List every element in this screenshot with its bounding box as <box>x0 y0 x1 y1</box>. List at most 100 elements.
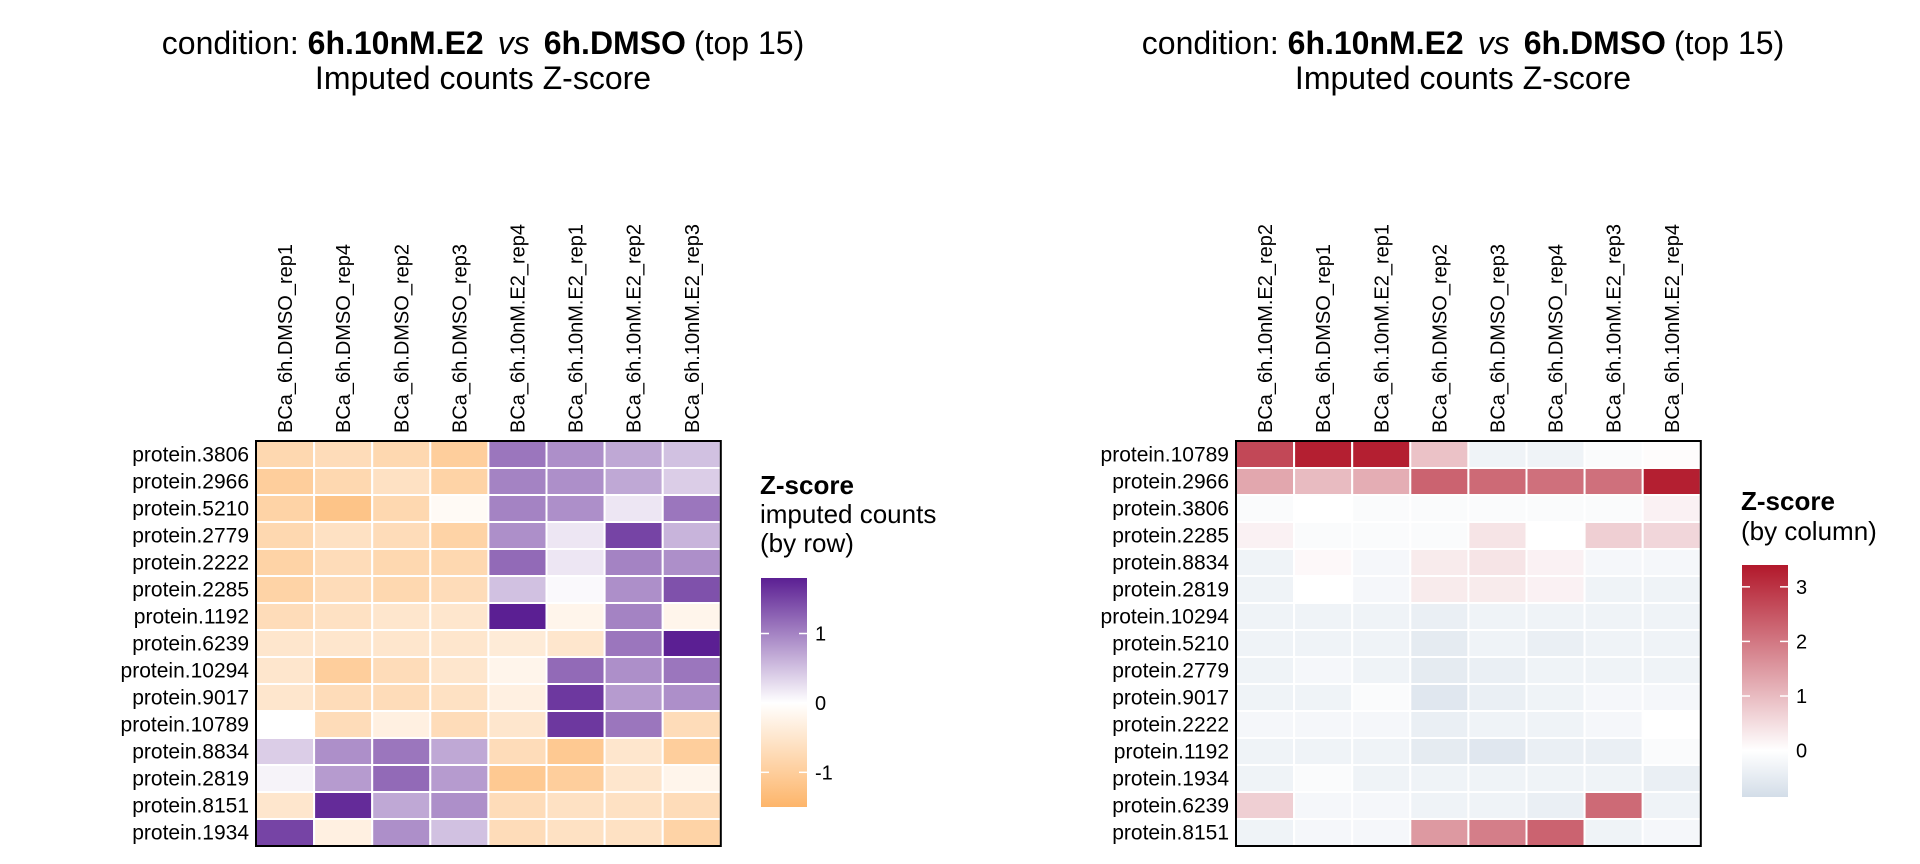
heatmap-cell <box>1583 818 1644 847</box>
column-labels: BCa_6h.10nM.E2_rep2 BCa_6h.DMSO_rep1 BCa_6… <box>1255 224 1684 433</box>
heatmap-cell <box>1293 683 1354 712</box>
heatmap-cell <box>545 467 606 496</box>
heatmap-cell <box>429 656 490 685</box>
heatmap-cell <box>603 656 664 685</box>
heatmap-cell <box>1409 494 1470 523</box>
heatmap-cell <box>1351 467 1412 496</box>
heatmap-cell <box>545 791 606 820</box>
row-label: protein.2222 <box>1112 714 1229 737</box>
row-label: protein.2819 <box>1112 579 1229 602</box>
heatmap-cell <box>313 818 374 847</box>
heatmap-cell <box>371 764 432 793</box>
row-label: protein.3806 <box>1112 498 1229 521</box>
heatmap-cell <box>1467 818 1528 847</box>
heatmap-cell <box>603 710 664 739</box>
heatmap-cell <box>1351 818 1412 847</box>
heatmap-cell <box>1641 602 1702 631</box>
heatmap-cell <box>1235 575 1296 604</box>
heatmap-cell <box>429 548 490 577</box>
heatmap-cell <box>1409 629 1470 658</box>
heatmap-cell <box>1235 467 1296 496</box>
heatmap-cell <box>1293 440 1354 469</box>
heatmap-cell <box>603 548 664 577</box>
heatmap-cells <box>255 440 722 847</box>
heatmap-cell <box>255 548 316 577</box>
heatmap-cell <box>1351 791 1412 820</box>
heatmap-cell <box>661 575 722 604</box>
heatmap-cell <box>255 791 316 820</box>
heatmap-cell <box>1641 521 1702 550</box>
heatmap-cell <box>1409 656 1470 685</box>
heatmap-cell <box>1351 629 1412 658</box>
column-label: BCa_6h.10nM.E2_rep1 <box>566 224 588 433</box>
heatmap-cell <box>603 575 664 604</box>
heatmap-cell <box>545 602 606 631</box>
column-label: BCa_6h.DMSO_rep4 <box>1546 244 1568 433</box>
heatmap-cell <box>1583 602 1644 631</box>
heatmap-cell <box>1351 521 1412 550</box>
heatmap-cell <box>429 737 490 766</box>
column-label: BCa_6h.DMSO_rep4 <box>333 244 355 433</box>
heatmap-cell <box>1641 467 1702 496</box>
heatmap-cell <box>255 683 316 712</box>
row-label: protein.6239 <box>132 633 249 656</box>
heatmap-cell <box>1351 656 1412 685</box>
heatmap-cell <box>1235 737 1296 766</box>
heatmap-cell <box>1351 683 1412 712</box>
legend-color-bar <box>1742 565 1788 797</box>
heatmap-cell <box>487 818 548 847</box>
heatmap-cell <box>1409 467 1470 496</box>
heatmap-cell <box>255 629 316 658</box>
heatmap-cell <box>545 575 606 604</box>
heatmap-cell <box>1583 521 1644 550</box>
heatmap-cell <box>1525 818 1586 847</box>
heatmap-cell <box>1409 710 1470 739</box>
heatmap-cell <box>1235 440 1296 469</box>
heatmap-cell <box>487 791 548 820</box>
heatmap-cell <box>313 710 374 739</box>
legend-tick-label: 0 <box>815 693 826 715</box>
legend-title: Z-score <box>760 470 854 500</box>
heatmap-cell <box>1583 737 1644 766</box>
row-label: protein.8834 <box>132 741 249 764</box>
row-label: protein.8151 <box>132 795 249 818</box>
heatmap-cell <box>1525 602 1586 631</box>
row-label: protein.1192 <box>134 606 249 629</box>
heatmap-cell <box>429 710 490 739</box>
heatmap-cell <box>429 683 490 712</box>
heatmap-cell <box>1641 548 1702 577</box>
heatmap-cell <box>661 683 722 712</box>
row-label: protein.2285 <box>132 579 249 602</box>
heatmap-cell <box>1293 737 1354 766</box>
legend-tick-label: 2 <box>1796 631 1807 653</box>
heatmap-cell <box>1467 737 1528 766</box>
heatmap-cell <box>1525 521 1586 550</box>
heatmap-cell <box>1467 656 1528 685</box>
heatmap-cell <box>1467 548 1528 577</box>
chart-title: condition: 6h.10nM.E2 vs 6h.DMSO (top 15) <box>162 25 804 61</box>
column-label: BCa_6h.10nM.E2_rep3 <box>682 224 704 433</box>
legend-tick-label: 1 <box>1796 686 1807 708</box>
heatmap-cell <box>1351 710 1412 739</box>
heatmap-cell <box>1235 791 1296 820</box>
heatmap-cell <box>603 467 664 496</box>
heatmap-cell <box>1409 737 1470 766</box>
heatmap-cell <box>1525 548 1586 577</box>
heatmap-cell <box>1467 629 1528 658</box>
column-label: BCa_6h.10nM.E2_rep4 <box>507 224 529 433</box>
heatmap-cell <box>371 710 432 739</box>
row-label: protein.5210 <box>1112 633 1229 656</box>
heatmap-cell <box>255 494 316 523</box>
heatmap-cell <box>371 656 432 685</box>
row-label: protein.2966 <box>132 471 249 494</box>
heatmap-cell <box>1641 656 1702 685</box>
heatmap-cell <box>1293 629 1354 658</box>
heatmap-cell <box>1235 764 1296 793</box>
heatmap-cell <box>371 602 432 631</box>
heatmap-cell <box>1525 575 1586 604</box>
heatmap-cell <box>1293 548 1354 577</box>
legend-tick-label: 3 <box>1796 577 1807 599</box>
heatmap-cell <box>313 467 374 496</box>
heatmap-cell <box>1409 764 1470 793</box>
heatmap-cell <box>545 656 606 685</box>
